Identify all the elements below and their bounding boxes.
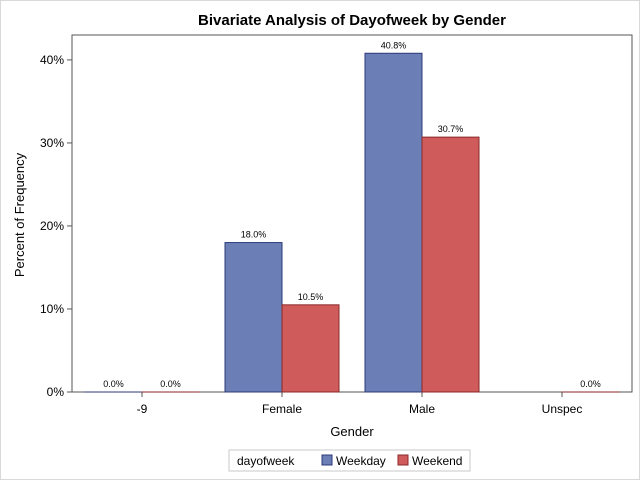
x-axis-title: Gender — [330, 424, 374, 439]
y-axis-title: Percent of Frequency — [12, 152, 27, 277]
data-label: 10.5% — [298, 292, 324, 302]
legend-label-weekend: Weekend — [412, 454, 462, 468]
legend: dayofweek Weekday Weekend — [228, 449, 471, 472]
data-label: 0.0% — [580, 379, 601, 389]
y-tick-label: 30% — [40, 136, 64, 150]
y-tick-label: 40% — [40, 53, 64, 67]
bars — [84, 52, 620, 393]
data-label: 18.0% — [241, 230, 267, 240]
legend-label-weekday: Weekday — [336, 454, 386, 468]
bar-weekday-male — [364, 52, 423, 393]
x-tick-label: Female — [262, 402, 302, 416]
legend-box — [228, 449, 471, 472]
x-tick-label: Male — [409, 402, 435, 416]
y-tick-label: 0% — [47, 385, 65, 399]
data-label: 0.0% — [160, 379, 181, 389]
y-tick-label: 10% — [40, 302, 64, 316]
x-tick-label: Unspec — [542, 402, 583, 416]
legend-title: dayofweek — [237, 454, 295, 468]
legend-swatch-weekend — [397, 454, 409, 466]
plot-border — [71, 34, 633, 393]
x-tick-label: -9 — [137, 402, 148, 416]
data-label: 30.7% — [438, 124, 464, 134]
y-axis: 0% 10% 20% 30% 40% — [40, 53, 72, 399]
data-label: 0.0% — [103, 379, 124, 389]
bar-weekend-male — [421, 136, 480, 393]
data-labels: 0.0% 0.0% 18.0% 10.5% 40.8% 30.7% 0.0% — [103, 40, 601, 389]
bar-weekend-female — [281, 304, 340, 393]
y-tick-label: 20% — [40, 219, 64, 233]
bar-weekday-female — [224, 242, 283, 393]
data-label: 40.8% — [381, 40, 407, 50]
plot-area — [71, 34, 633, 393]
x-axis: -9 Female Male Unspec — [137, 392, 583, 416]
chart-title: Bivariate Analysis of Dayofweek by Gende… — [198, 12, 506, 29]
legend-swatch-weekday — [321, 454, 333, 466]
